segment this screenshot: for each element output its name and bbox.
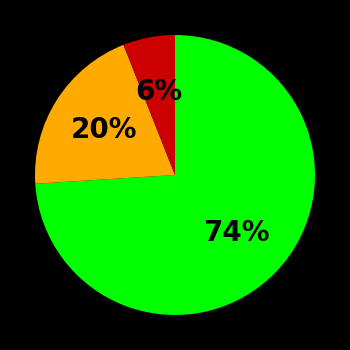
Text: 20%: 20% xyxy=(71,116,137,144)
Text: 6%: 6% xyxy=(136,78,183,106)
Wedge shape xyxy=(124,35,175,175)
Wedge shape xyxy=(35,45,175,184)
Wedge shape xyxy=(35,35,315,315)
Text: 74%: 74% xyxy=(203,218,270,246)
